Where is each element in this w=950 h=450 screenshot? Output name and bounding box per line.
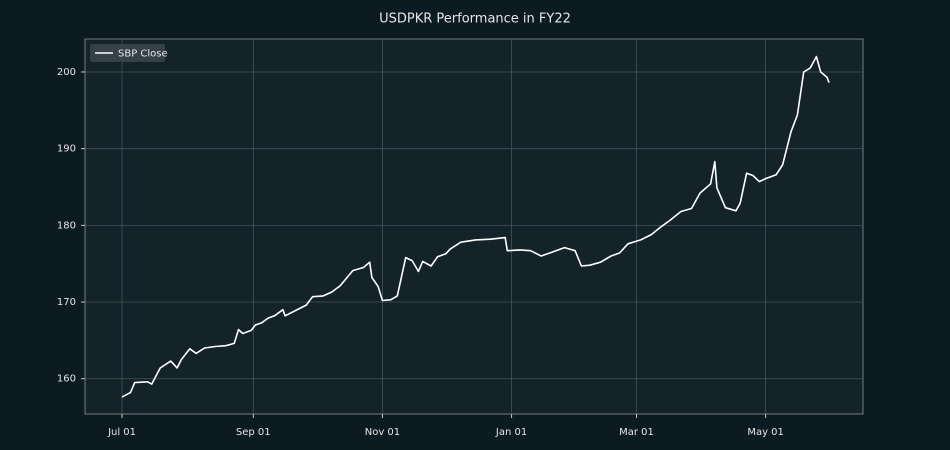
x-tick-label: May 01 [747, 427, 784, 438]
x-tick-label: Jan 01 [495, 427, 527, 438]
y-tick-label: 190 [57, 144, 76, 155]
legend-box [90, 44, 165, 62]
x-tick-label: Mar 01 [619, 427, 654, 438]
chart-title: USDPKR Performance in FY22 [379, 12, 571, 27]
y-tick-label: 170 [57, 297, 76, 308]
y-tick-label: 160 [57, 374, 76, 385]
plot-area [84, 38, 864, 415]
y-tick-label: 180 [57, 220, 76, 231]
legend-label: SBP Close [118, 49, 168, 60]
y-tick-label: 200 [57, 67, 76, 78]
line-series [121, 55, 830, 398]
x-tick-label: Nov 01 [365, 427, 400, 438]
x-tick-label: Sep 01 [236, 427, 271, 438]
x-tick-label: Jul 01 [107, 427, 136, 438]
